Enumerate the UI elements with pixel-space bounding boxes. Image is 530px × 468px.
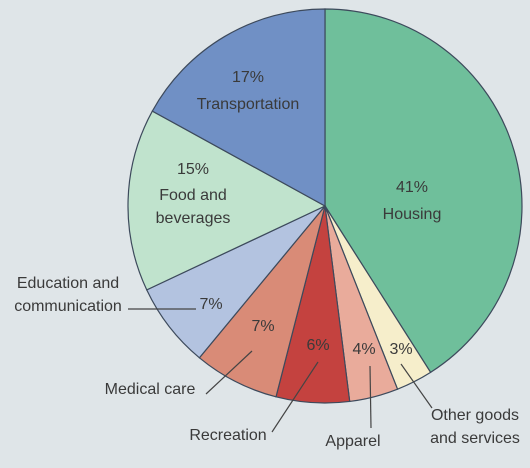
category-label: Other goods and services	[430, 407, 520, 448]
value-label: 41%	[396, 179, 428, 196]
category-label: Housing	[382, 206, 442, 223]
pie-slice	[151, 8, 326, 208]
category-label: Food and beverages	[155, 187, 231, 228]
value-label: 17%	[232, 69, 264, 86]
category-label: Transportation	[196, 96, 300, 113]
value-label: 7%	[199, 296, 222, 313]
pie-slice	[324, 8, 523, 374]
value-label: 7%	[251, 318, 274, 335]
category-label: Education and communication	[14, 275, 122, 316]
value-label: 15%	[177, 161, 209, 178]
leader-line	[400, 363, 433, 409]
category-label: Medical care	[104, 381, 196, 398]
category-label: Recreation	[189, 427, 267, 444]
value-label: 4%	[352, 341, 375, 358]
category-label: Apparel	[325, 433, 381, 450]
leader-line	[205, 350, 253, 395]
value-label: 6%	[306, 337, 329, 354]
leader-line	[271, 361, 319, 433]
value-label: 3%	[389, 341, 412, 358]
leader-line	[369, 365, 372, 429]
pie-slice	[127, 110, 327, 291]
slices	[127, 8, 523, 404]
